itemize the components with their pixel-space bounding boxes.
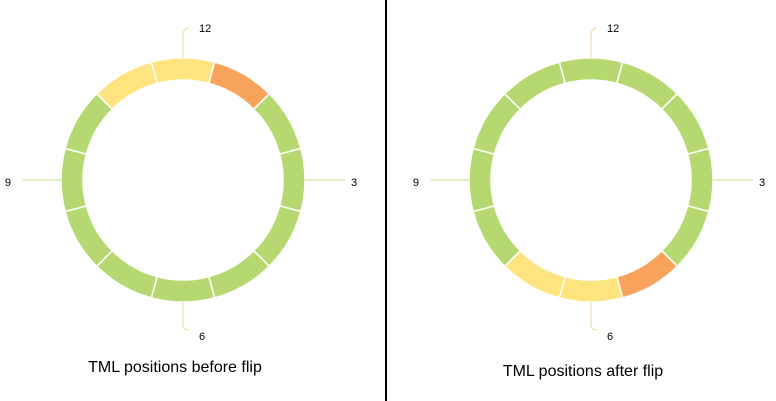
ring-segment <box>207 249 271 299</box>
ring-segment <box>95 61 159 111</box>
ring-segment <box>150 275 216 303</box>
ring-segment <box>468 147 496 213</box>
hour-label: 3 <box>759 177 765 189</box>
hour-label: 9 <box>5 177 11 189</box>
hour-leader <box>182 27 190 58</box>
ring-segment <box>615 249 679 299</box>
hour-label: 3 <box>351 177 357 189</box>
ring-segment <box>60 147 88 213</box>
ring-segment <box>64 204 114 268</box>
hour-leader <box>590 302 598 331</box>
hour-leader <box>590 27 598 58</box>
ring-segment <box>503 61 567 111</box>
caption: TML positions after flip <box>503 363 663 380</box>
ring-segment <box>472 204 522 268</box>
hour-label: 6 <box>199 331 205 343</box>
ring-segment <box>686 147 714 213</box>
hour-label: 12 <box>607 23 619 35</box>
ring-segment <box>150 57 216 85</box>
ring-segment <box>558 275 624 303</box>
caption: TML positions before flip <box>88 359 262 376</box>
ring-segment <box>252 92 302 156</box>
hour-label: 6 <box>607 331 613 343</box>
ring-segment <box>660 92 710 156</box>
hour-label: 9 <box>413 177 419 189</box>
ring-segment <box>278 147 306 213</box>
ring-segment <box>558 57 624 85</box>
hour-label: 12 <box>199 23 211 35</box>
hour-leader <box>182 302 190 331</box>
